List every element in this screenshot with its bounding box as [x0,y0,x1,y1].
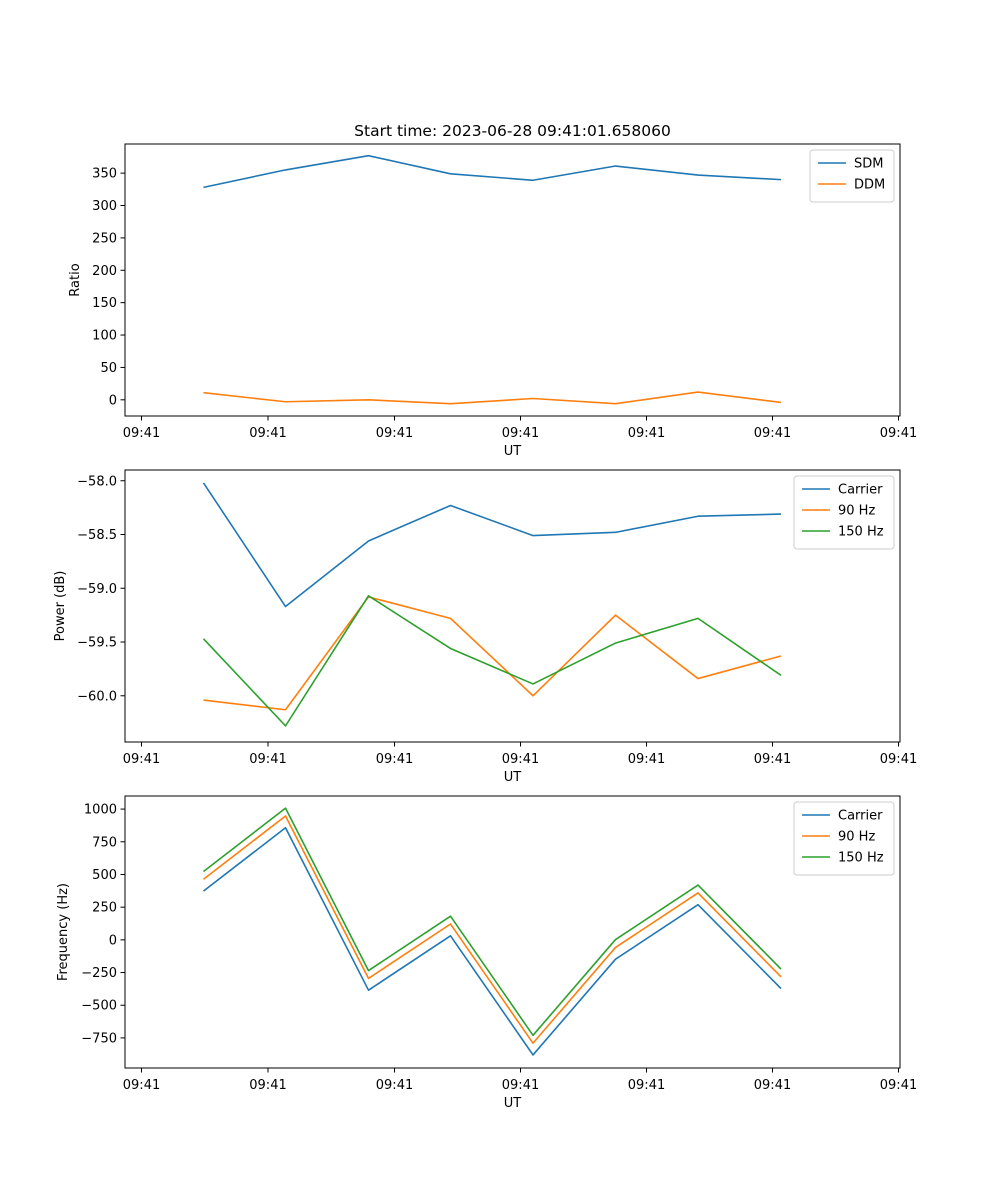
series-line-90-hz [203,596,782,711]
x-tick-label: 09:41 [628,426,665,441]
legend-label-sdm: SDM [854,157,883,172]
x-tick-label: 09:41 [628,752,665,767]
y-tick-label: 1000 [84,803,117,818]
y-tick-label: 750 [92,835,117,850]
y-tick-label: −250 [81,966,117,981]
frequency-legend: Carrier 90 Hz 150 Hz [793,801,895,876]
x-tick-label: 09:41 [754,752,791,767]
y-axis-label: Power (dB) [53,571,68,642]
legend-label-carrier: Carrier [838,809,883,824]
x-tick-label: 09:41 [123,426,160,441]
ratio-legend: SDM DDM [809,149,895,203]
y-tick-label: −58.5 [77,528,117,543]
power-axes-frame [124,469,901,743]
y-tick-label: 50 [100,361,117,376]
x-tick-label: 09:41 [880,752,917,767]
y-tick-label: 200 [92,264,117,279]
x-tick-label: 09:41 [376,752,413,767]
y-axis-label: Ratio [68,263,83,296]
x-tick-label: 09:41 [754,1078,791,1093]
x-tick-label: 09:41 [502,426,539,441]
x-tick-label: 09:41 [502,1078,539,1093]
y-tick-label: 150 [92,296,117,311]
ratio-panel: 09:41 09:41 09:41 09:41 09:41 09:41 09:41 0 50 10… [68,143,917,459]
power-panel: 09:41 09:41 09:41 09:41 09:41 09:41 09:41 −60.0… [53,469,917,785]
y-tick-label: 0 [109,933,117,948]
legend-label-carrier: Carrier [838,483,883,498]
series-line-sdm [203,154,782,189]
legend-label-90-hz: 90 Hz [838,504,875,519]
y-tick-label: −500 [81,999,117,1014]
x-tick-label: 09:41 [123,1078,160,1093]
y-tick-label: 300 [92,199,117,214]
x-tick-label: 09:41 [123,752,160,767]
x-tick-label: 09:41 [502,752,539,767]
x-tick-label: 09:41 [249,1078,286,1093]
y-tick-label: −59.5 [77,636,117,651]
y-tick-label: 350 [92,167,117,182]
y-tick-label: 0 [109,393,117,408]
x-tick-label: 09:41 [376,426,413,441]
x-tick-label: 09:41 [249,426,286,441]
y-tick-label: −60.0 [77,689,117,704]
y-tick-label: −59.0 [77,582,117,597]
x-tick-label: 09:41 [376,1078,413,1093]
frequency-panel: 09:41 09:41 09:41 09:41 09:41 09:41 09:41 −750 −… [56,795,917,1111]
series-line-carrier [203,826,782,1056]
y-tick-label: 250 [92,901,117,916]
y-tick-label: 250 [92,231,117,246]
y-axis-label: Frequency (Hz) [56,883,71,981]
ratio-axes-frame [124,143,901,417]
x-tick-label: 09:41 [754,426,791,441]
legend-label-150-hz: 150 Hz [838,851,884,866]
y-tick-label: −750 [81,1031,117,1046]
x-tick-label: 09:41 [249,752,286,767]
y-tick-label: −58.0 [77,474,117,489]
x-axis-label: UT [504,770,522,785]
figure-title: Start time: 2023-06-28 09:41:01.658060 [354,122,671,140]
series-line-ddm [203,391,782,405]
series-line-150-hz [202,594,782,727]
frequency-axes-frame [124,795,901,1069]
power-legend: Carrier 90 Hz 150 Hz [793,475,895,550]
y-tick-label: 100 [92,329,117,344]
x-axis-label: UT [504,1096,522,1111]
legend-label-ddm: DDM [854,178,885,193]
series-line-150-hz [203,807,782,1037]
legend-label-150-hz: 150 Hz [838,525,884,540]
x-tick-label: 09:41 [880,1078,917,1093]
x-tick-label: 09:41 [628,1078,665,1093]
x-axis-label: UT [504,444,522,459]
x-tick-label: 09:41 [880,426,917,441]
legend-label-90-hz: 90 Hz [838,830,875,845]
y-tick-label: 500 [92,868,117,883]
series-line-carrier [202,482,782,608]
series-line-90-hz [203,815,782,1044]
